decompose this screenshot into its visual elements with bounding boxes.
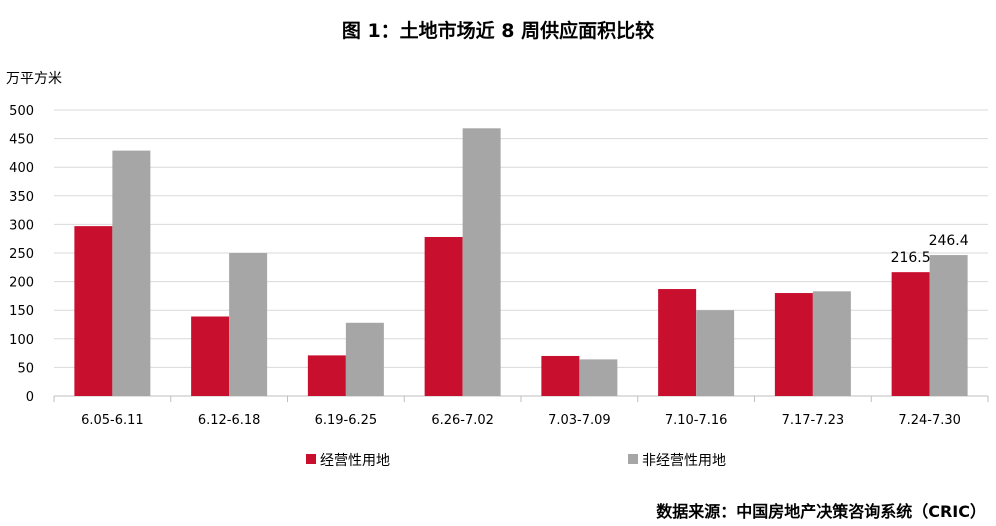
y-tick-label: 450 — [9, 133, 34, 148]
y-tick-label: 400 — [9, 161, 34, 176]
y-tick-label: 350 — [9, 190, 34, 205]
y-tick-label: 200 — [9, 276, 34, 291]
y-tick-label: 300 — [9, 218, 34, 233]
bar-operating-6 — [774, 293, 813, 396]
chart-title: 图 1：土地市场近 8 周供应面积比较 — [341, 20, 655, 42]
bar-operating-4 — [541, 355, 580, 396]
bar-non-operating-4 — [579, 359, 618, 396]
data-label: 216.5 — [891, 250, 931, 266]
bar-non-operating-0 — [112, 150, 151, 396]
legend-swatch — [628, 454, 638, 464]
y-tick-label: 50 — [17, 361, 34, 376]
y-tick-label: 250 — [9, 247, 34, 262]
x-tick-label: 7.03-7.09 — [548, 413, 611, 428]
y-tick-label: 100 — [9, 333, 34, 348]
legend-label: 非经营性用地 — [642, 453, 726, 469]
bar-operating-0 — [74, 226, 113, 396]
bar-non-operating-1 — [229, 253, 268, 396]
bar-operating-5 — [658, 289, 697, 396]
x-tick-label: 6.26-7.02 — [431, 413, 494, 428]
bar-operating-2 — [307, 355, 346, 396]
bar-non-operating-2 — [345, 322, 384, 396]
y-tick-label: 0 — [26, 390, 34, 405]
y-axis-ticks: 0 50 100 150 200 250 300 350 400 450 500 — [9, 104, 34, 405]
y-tick-label: 500 — [9, 104, 34, 119]
x-tick-label: 7.10-7.16 — [665, 413, 728, 428]
data-source-note: 数据来源：中国房地产决策咨询系统（CRIC） — [656, 502, 986, 521]
x-tick-label: 6.12-6.18 — [198, 413, 261, 428]
legend-label: 经营性用地 — [320, 453, 390, 469]
bar-operating-3 — [424, 236, 463, 396]
y-axis-unit-label: 万平方米 — [6, 71, 62, 87]
bar-non-operating-5 — [696, 310, 735, 396]
bar-operating-1 — [191, 316, 230, 396]
x-tick-label: 7.24-7.30 — [898, 413, 961, 428]
bar-non-operating-7 — [929, 255, 968, 396]
x-tick-label: 6.05-6.11 — [81, 413, 144, 428]
data-label: 246.4 — [929, 233, 969, 249]
bar-non-operating-3 — [462, 128, 501, 396]
legend-swatch — [306, 454, 316, 464]
bars — [74, 128, 968, 396]
x-tick-label: 7.17-7.23 — [782, 413, 845, 428]
x-tick-label: 6.19-6.25 — [315, 413, 378, 428]
legend: 经营性用地 非经营性用地 — [306, 453, 726, 469]
y-tick-label: 150 — [9, 304, 34, 319]
bar-operating-7 — [891, 272, 930, 396]
bar-non-operating-6 — [812, 291, 851, 396]
x-axis-ticks: 6.05-6.11 6.12-6.18 6.19-6.25 6.26-7.02 7.03… — [53, 396, 989, 428]
